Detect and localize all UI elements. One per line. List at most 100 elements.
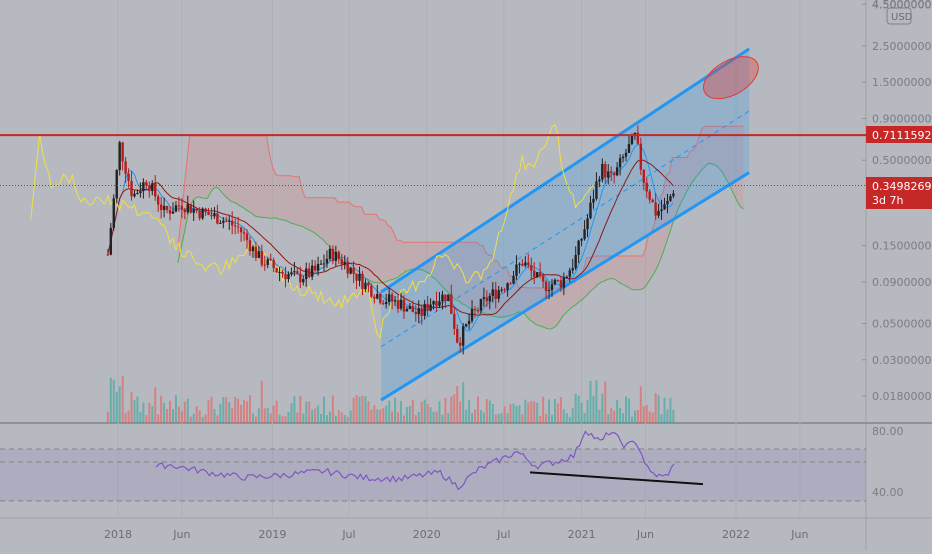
volume-bar xyxy=(441,414,444,423)
volume-bar xyxy=(281,416,284,423)
candle-body xyxy=(435,301,438,306)
candle-body xyxy=(444,294,447,301)
candle-body xyxy=(316,264,320,271)
volume-bar xyxy=(308,401,311,423)
volume-bar xyxy=(420,401,423,423)
currency-button[interactable] xyxy=(886,7,912,25)
candle-body xyxy=(518,263,521,265)
lagging-span xyxy=(30,123,594,339)
candle-body xyxy=(201,208,204,219)
candle-body xyxy=(115,169,118,199)
candle-body xyxy=(636,132,640,144)
volume-bar xyxy=(574,393,577,423)
volume-bar xyxy=(373,405,376,423)
volume-bar xyxy=(550,414,553,423)
volume-bar xyxy=(530,401,533,423)
candle-body xyxy=(263,264,266,266)
channel-upper-line[interactable] xyxy=(380,47,750,294)
volume-bar xyxy=(219,403,222,423)
candle-body xyxy=(459,342,462,346)
candle-body xyxy=(387,294,391,302)
volume-bar xyxy=(361,395,364,423)
volume-bar xyxy=(228,402,231,423)
volume-bar xyxy=(106,411,109,423)
candle-body xyxy=(376,294,379,299)
divergence-trendline[interactable] xyxy=(529,471,704,486)
volume-bar xyxy=(231,407,234,423)
volume-bar xyxy=(275,400,278,423)
volume-bar xyxy=(257,408,260,423)
volume-bar xyxy=(471,413,474,423)
candle-body xyxy=(225,220,228,222)
candle-body xyxy=(233,225,237,227)
volume-bar xyxy=(601,393,604,423)
candle-body xyxy=(322,263,326,265)
candle-body xyxy=(139,191,142,194)
candle-body xyxy=(453,313,456,329)
cloud-fill xyxy=(177,126,744,330)
volume-bar xyxy=(334,415,337,423)
time-axis[interactable]: 2018 Jun 2019 Jul 2020 Jul 2021 Jun 2022 Jun xyxy=(104,528,808,541)
candle-body xyxy=(604,164,607,178)
price-scale-label: 4.50000000 xyxy=(872,0,932,11)
price-scale[interactable]: 4.50000000 2.50000000 1.50000000 0.90000000… xyxy=(862,0,932,403)
candle-body xyxy=(124,161,127,174)
channel-lower-line[interactable] xyxy=(380,171,750,402)
candle-body xyxy=(382,303,385,305)
candle-body xyxy=(669,196,672,201)
candle-body xyxy=(568,270,571,277)
volume-bar xyxy=(521,414,524,423)
price-scale-label: 0.90000000 xyxy=(872,112,932,125)
candle-body xyxy=(370,285,373,297)
candle-body xyxy=(219,222,222,224)
time-axis-label: 2020 xyxy=(413,528,441,541)
rsi-scale[interactable]: 80.00 40.00 xyxy=(872,425,904,499)
volume-bar xyxy=(296,412,299,423)
candle-body xyxy=(106,254,110,256)
volume-bar xyxy=(515,405,518,423)
candle-body xyxy=(216,213,219,224)
candle-body xyxy=(168,210,172,214)
candle-body xyxy=(438,301,441,306)
candle-body xyxy=(272,260,275,269)
volume-bar xyxy=(367,401,370,423)
volume-bar xyxy=(622,413,625,423)
candle-body xyxy=(379,294,382,304)
volume-bar xyxy=(453,394,456,423)
candle-body xyxy=(331,248,335,261)
candle-body xyxy=(154,183,157,197)
candle-body xyxy=(148,185,151,192)
volume-bar xyxy=(109,377,112,423)
volume-bar xyxy=(479,410,482,423)
volume-bar xyxy=(633,410,636,423)
target-ellipse[interactable] xyxy=(696,48,765,107)
volume-bar xyxy=(394,397,397,423)
volume-bar xyxy=(568,416,571,423)
candle-body xyxy=(580,239,583,241)
candle-body xyxy=(429,304,432,311)
price-scale-label: 0.03000000 xyxy=(872,354,932,367)
volume-bar xyxy=(183,401,186,423)
volume-bars xyxy=(106,375,675,423)
candle-body xyxy=(461,326,465,346)
candle-body xyxy=(165,205,169,211)
volume-bar xyxy=(610,407,613,423)
volume-bar xyxy=(426,404,429,423)
candle-body xyxy=(346,261,349,274)
volume-bar xyxy=(154,387,157,423)
candle-body xyxy=(624,152,628,157)
candle-body xyxy=(642,169,645,183)
resistance-price-text: 0.71115926 xyxy=(872,129,932,142)
volume-bar xyxy=(151,406,154,423)
candle-body xyxy=(544,281,548,292)
volume-bar xyxy=(234,396,237,423)
candle-body xyxy=(426,303,429,311)
candle-body xyxy=(174,205,178,212)
volume-bar xyxy=(118,386,121,423)
volume-bar xyxy=(240,404,243,423)
candle-body xyxy=(269,259,272,261)
volume-bar xyxy=(429,407,432,423)
candle-body xyxy=(595,181,598,199)
horizontal-levels[interactable] xyxy=(0,134,866,187)
